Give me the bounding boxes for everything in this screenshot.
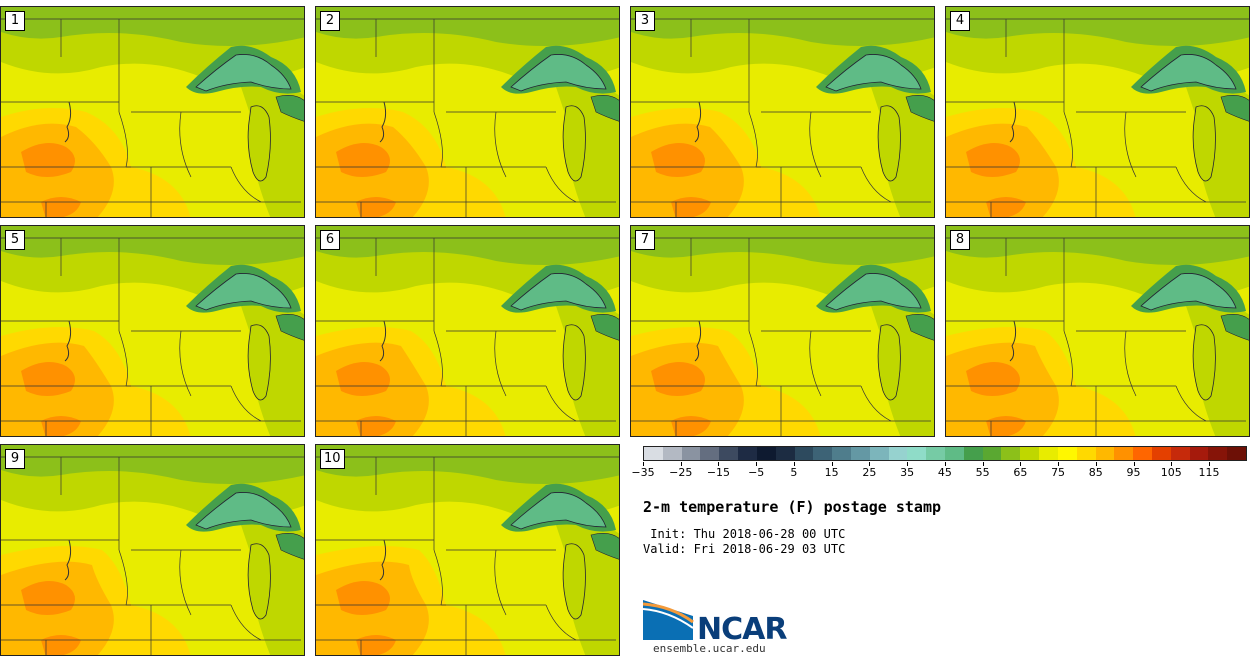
stamp-panel-9: 9 — [0, 444, 305, 656]
stamp-panel-4: 4 — [945, 6, 1250, 218]
stamp-panel-8: 8 — [945, 225, 1250, 437]
panel-number-label: 10 — [320, 449, 345, 469]
colorbar-segment — [775, 447, 795, 460]
panel-number-label: 5 — [5, 230, 25, 250]
colorbar-segment — [700, 447, 720, 460]
stamp-panel-5: 5 — [0, 225, 305, 437]
stamp-panel-3: 3 — [630, 6, 935, 218]
colorbar-segment — [1151, 447, 1171, 460]
colorbar-tick-mark — [1133, 462, 1135, 466]
colorbar-segment — [756, 447, 776, 460]
colorbar-tick-mark — [1095, 462, 1097, 466]
colorbar-tick-mark — [944, 462, 946, 466]
colorbar-tick-label: 65 — [1013, 466, 1028, 479]
colorbar-tick-mark — [680, 462, 682, 466]
colorbar-tick-mark — [831, 462, 833, 466]
colorbar-segment — [926, 447, 945, 460]
panel-number-label: 9 — [5, 449, 25, 469]
colorbar-tick-label: 95 — [1126, 466, 1141, 479]
colorbar-segment — [1208, 447, 1228, 460]
colorbar-segment — [907, 447, 927, 460]
colorbar-tick-label: 35 — [900, 466, 915, 479]
colorbar-segment — [832, 447, 851, 460]
colorbar-ticks: −35 −25 −15 −5 5 15 25 35 45 55 65 75 85 95 105 115 — [631, 462, 1247, 482]
colorbar-segment — [719, 447, 739, 460]
panel-number-label: 6 — [320, 230, 340, 250]
colorbar-segment — [1095, 447, 1115, 460]
colorbar-tick-mark — [907, 462, 909, 466]
colorbar-segment — [945, 447, 964, 460]
colorbar-segment — [1039, 447, 1058, 460]
colorbar-tick-label: 15 — [824, 466, 839, 479]
colorbar-segment — [738, 447, 757, 460]
colorbar-tick-mark — [1058, 462, 1060, 466]
colorbar-tick-label: −5 — [748, 466, 765, 479]
colorbar-segment — [1001, 447, 1021, 460]
colorbar-segment — [644, 447, 663, 460]
colorbar-tick-mark — [718, 462, 720, 466]
panel-number-label: 8 — [950, 230, 970, 250]
colorbar-tick-mark — [756, 462, 758, 466]
stamp-panel-10: 10 — [315, 444, 620, 656]
stamp-panel-2: 2 — [315, 6, 620, 218]
colorbar-segment — [982, 447, 1002, 460]
colorbar-tick-mark — [793, 462, 795, 466]
colorbar-tick-label: 105 — [1160, 466, 1182, 479]
stamp-panel-7: 7 — [630, 225, 935, 437]
temperature-colorbar — [643, 446, 1247, 461]
colorbar-segment — [681, 447, 701, 460]
colorbar-tick-mark — [643, 462, 644, 466]
colorbar-tick-mark — [1209, 462, 1210, 466]
panel-number-label: 1 — [5, 11, 25, 31]
colorbar-tick-label: 55 — [975, 466, 990, 479]
colorbar-tick-label: 115 — [1198, 466, 1220, 479]
init-time: Init: Thu 2018-06-28 00 UTC — [643, 527, 846, 541]
colorbar-tick-label: −35 — [631, 466, 655, 479]
colorbar-segment — [1170, 447, 1190, 460]
colorbar-tick-mark — [869, 462, 871, 466]
colorbar-segment — [1114, 447, 1134, 460]
colorbar-segment — [1189, 447, 1209, 460]
colorbar-segment — [1227, 447, 1246, 460]
colorbar-segment — [662, 447, 682, 460]
panel-number-label: 2 — [320, 11, 340, 31]
colorbar-segment — [813, 447, 833, 460]
colorbar-segment — [850, 447, 870, 460]
colorbar-segment — [963, 447, 983, 460]
colorbar-segment — [869, 447, 889, 460]
colorbar-tick-label: −25 — [669, 466, 693, 479]
valid-time: Valid: Fri 2018-06-29 03 UTC — [643, 542, 846, 556]
colorbar-segment — [1057, 447, 1077, 460]
colorbar-tick-label: 85 — [1088, 466, 1103, 479]
colorbar-segment — [794, 447, 814, 460]
ncar-logo-icon — [643, 600, 694, 640]
colorbar-tick-label: 25 — [862, 466, 877, 479]
colorbar-tick-label: 45 — [937, 466, 952, 479]
colorbar-tick-label: 75 — [1051, 466, 1066, 479]
colorbar-segment — [888, 447, 908, 460]
ncar-logo-text: NCAR — [697, 612, 787, 647]
chart-title: 2-m temperature (F) postage stamp — [643, 498, 942, 516]
panel-number-label: 3 — [635, 11, 655, 31]
stamp-panel-1: 1 — [0, 6, 305, 218]
panel-number-label: 7 — [635, 230, 655, 250]
colorbar-segment — [1020, 447, 1040, 460]
panel-number-label: 4 — [950, 11, 970, 31]
colorbar-tick-mark — [1171, 462, 1173, 466]
colorbar-segment — [1133, 447, 1152, 460]
colorbar-segment — [1076, 447, 1096, 460]
colorbar-tick-mark — [1020, 462, 1022, 466]
colorbar-tick-label: −15 — [706, 466, 731, 479]
colorbar-tick-label: 5 — [790, 466, 798, 479]
site-url: ensemble.ucar.edu — [653, 642, 766, 655]
stamp-panel-6: 6 — [315, 225, 620, 437]
colorbar-tick-mark — [982, 462, 984, 466]
